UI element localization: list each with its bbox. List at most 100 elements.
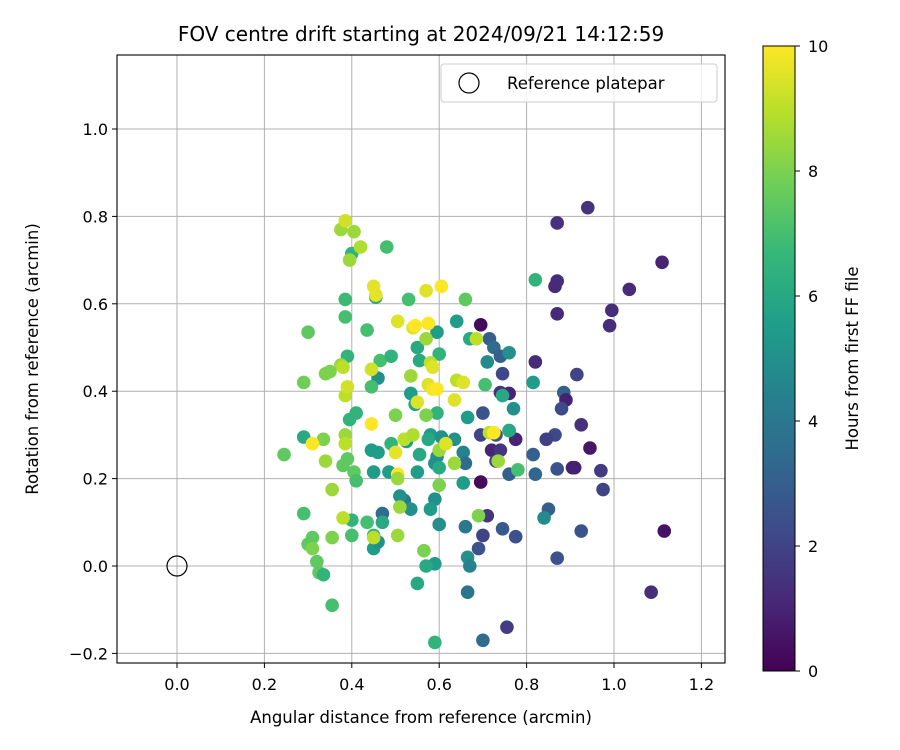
- scatter-point: [458, 292, 473, 307]
- scatter-point: [550, 307, 564, 321]
- legend-open-circle-icon: [458, 72, 480, 94]
- scatter-point: [447, 393, 462, 407]
- scatter-point: [495, 388, 510, 403]
- colorbar-label: Hours from first FF file: [843, 266, 862, 450]
- scatter-point: [432, 517, 447, 532]
- reference-platepar-marker: [166, 555, 188, 577]
- scatter-point: [526, 375, 540, 390]
- scatter-point: [412, 447, 427, 462]
- scatter-point: [410, 576, 425, 591]
- scatter-point: [338, 213, 353, 228]
- colorbar-gradient: [763, 46, 795, 671]
- scatter-point: [318, 454, 333, 468]
- scatter-point: [596, 482, 610, 497]
- scatter-point: [456, 375, 471, 390]
- scatter-point: [277, 447, 291, 462]
- x-axis-label: Angular distance from reference (arcmin): [250, 708, 592, 727]
- scatter-point: [360, 323, 374, 337]
- y-axis-label: Rotation from reference (arcmin): [23, 223, 42, 495]
- x-axis-ticks: 0.0 0.2 0.4 0.6 0.8 1.0 1.2: [164, 663, 714, 694]
- scatter-point: [419, 408, 433, 423]
- scatter-point: [364, 362, 379, 377]
- scatter-point: [469, 331, 484, 346]
- scatter-point: [458, 519, 473, 534]
- scatter-point: [325, 598, 339, 613]
- scatter-point: [316, 567, 331, 582]
- y-tick-label: 0.2: [83, 470, 108, 489]
- scatter-point: [434, 279, 449, 294]
- y-tick-label: 0.6: [83, 295, 108, 314]
- scatter-point: [550, 216, 564, 230]
- scatter-point: [408, 318, 422, 333]
- scatter-point: [338, 292, 353, 307]
- scatter-point: [336, 511, 350, 525]
- x-tick-label: 1.2: [689, 675, 714, 694]
- scatter-point: [430, 325, 444, 340]
- scatter-point: [371, 445, 385, 460]
- scatter-point: [410, 340, 425, 355]
- scatter-point: [594, 463, 608, 478]
- scatter-point: [345, 528, 359, 543]
- scatter-point: [644, 585, 658, 600]
- y-tick-label: 0.8: [83, 207, 108, 226]
- scatter-point: [360, 515, 374, 530]
- scatter-point: [583, 441, 597, 455]
- scatter-point: [390, 314, 405, 329]
- scatter-point: [388, 445, 403, 460]
- scatter-point: [657, 524, 672, 538]
- y-axis-ticks: −0.2 0.0 0.2 0.4 0.6 0.8 1.0: [69, 120, 117, 663]
- scatter-point: [550, 462, 564, 476]
- chart-title: FOV centre drift starting at 2024/09/21 …: [178, 22, 664, 46]
- scatter-point: [403, 369, 418, 383]
- scatter-point: [296, 506, 311, 521]
- scatter-point: [456, 445, 471, 460]
- y-tick-label: 1.0: [83, 120, 108, 139]
- colorbar-tick-label: 10: [808, 37, 828, 56]
- scatter-point: [473, 475, 488, 489]
- scatter-point: [393, 489, 407, 503]
- scatter-point: [473, 317, 488, 332]
- y-tick-label: 0.0: [83, 557, 108, 576]
- scatter-point: [487, 425, 501, 440]
- scatter-point: [417, 543, 431, 558]
- scatter-point: [480, 355, 495, 369]
- legend: Reference platepar: [440, 63, 718, 103]
- scatter-point: [502, 423, 516, 438]
- scatter-point: [338, 436, 353, 451]
- scatter-point: [323, 364, 337, 379]
- scatter-point: [296, 375, 311, 390]
- scatter-point: [432, 460, 447, 475]
- x-tick-label: 0.4: [339, 675, 364, 694]
- scatter-point: [421, 432, 436, 447]
- y-tick-label: −0.2: [69, 644, 108, 663]
- scatter-point: [508, 529, 523, 544]
- legend-box: [440, 63, 718, 103]
- colorbar-tick-label: 8: [808, 162, 818, 181]
- scatter-point: [548, 279, 562, 294]
- scatter-point: [449, 314, 464, 329]
- scatter-point: [373, 353, 388, 368]
- scatter-point: [366, 530, 381, 545]
- y-tick-label: 0.4: [83, 382, 108, 401]
- scatter-point: [401, 292, 416, 307]
- scatter-point: [310, 554, 324, 569]
- scatter-point: [349, 473, 363, 488]
- scatter-point: [528, 467, 543, 482]
- scatter-point: [602, 318, 617, 333]
- scatter-point: [550, 551, 564, 565]
- scatter-point: [458, 456, 473, 471]
- scatter-point: [430, 406, 444, 420]
- scatter-point: [462, 559, 477, 573]
- scatter-point: [460, 410, 475, 425]
- scatter-point: [438, 436, 453, 451]
- colorbar-tick-label: 0: [808, 662, 818, 681]
- scatter-point: [419, 283, 433, 298]
- plot-frame: [116, 54, 726, 664]
- scatter-point: [491, 454, 505, 468]
- scatter-point: [526, 447, 540, 462]
- scatter-point: [493, 443, 508, 457]
- x-tick-label: 0.6: [426, 675, 451, 694]
- scatter-point: [476, 528, 490, 543]
- scatter-point: [423, 502, 438, 516]
